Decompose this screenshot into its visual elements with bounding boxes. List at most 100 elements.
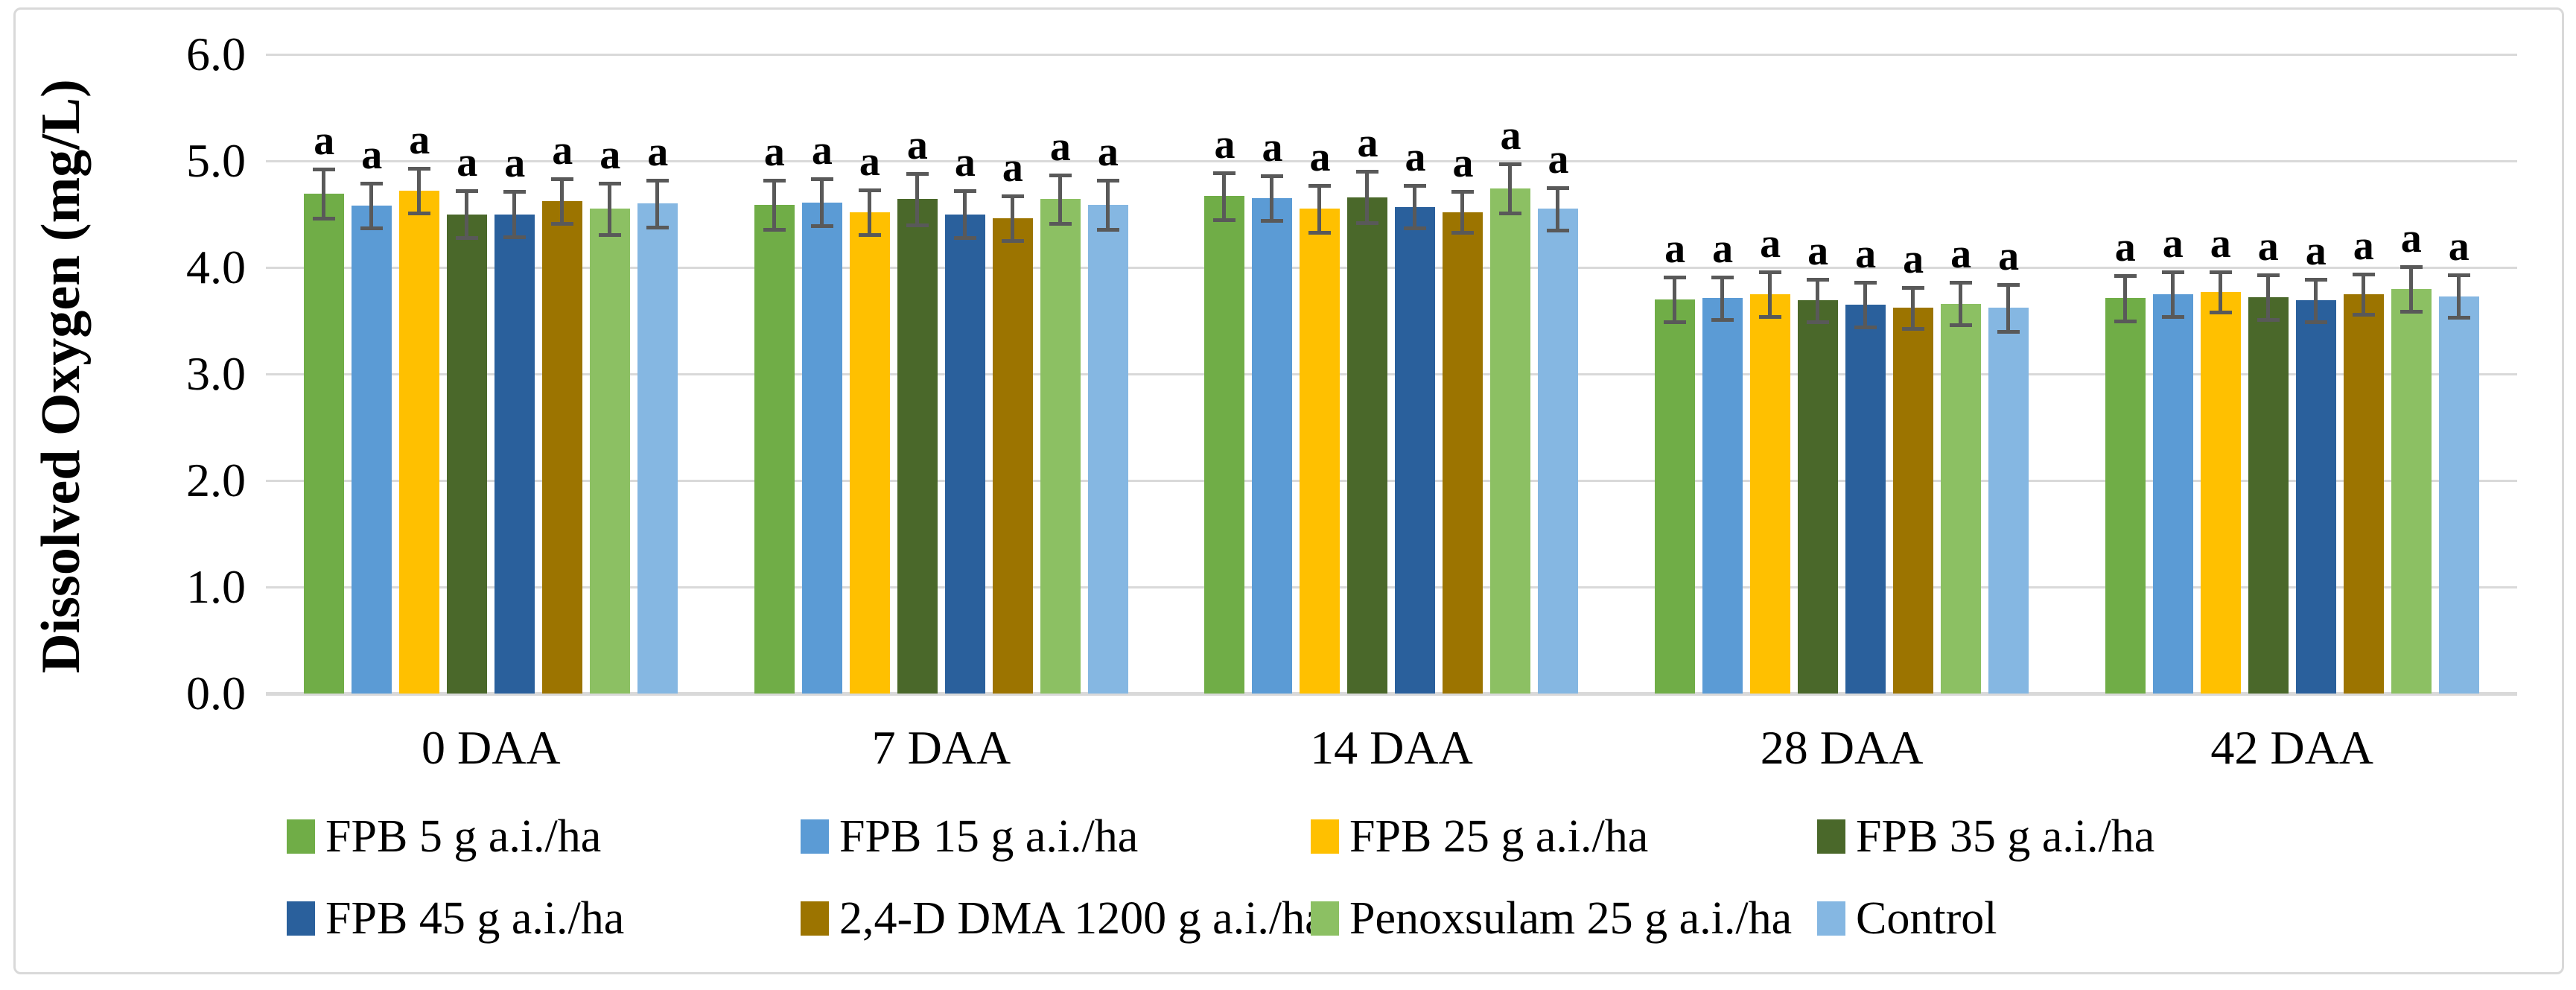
bar: a — [944, 142, 985, 694]
error-bar-top-cap — [1854, 281, 1877, 285]
error-bar-bottom-cap — [1807, 320, 1830, 324]
error-bar-bottom-cap — [1950, 323, 1973, 328]
error-bar-top-cap — [906, 172, 929, 177]
error-bar-line — [1911, 288, 1915, 329]
error-bar-top-cap — [953, 189, 976, 194]
legend-swatch-icon — [287, 819, 315, 854]
x-category-label: 0 DAA — [421, 721, 561, 774]
error-bar-line — [1508, 164, 1513, 214]
error-bar-line — [560, 179, 565, 224]
bar: a — [352, 134, 392, 694]
error-bar-top-cap — [1711, 275, 1734, 279]
significance-letter: a — [1950, 231, 1972, 278]
significance-letter: a — [2448, 223, 2470, 270]
significance-letter: a — [457, 139, 478, 186]
error-bar-bottom-cap — [456, 235, 479, 240]
x-category-label: 7 DAA — [871, 721, 1011, 774]
error-bar-line — [1222, 172, 1227, 220]
significance-letter: a — [2162, 220, 2184, 267]
significance-letter: a — [314, 118, 335, 165]
error-bar-line — [819, 179, 824, 226]
error-bar-top-cap — [1902, 286, 1925, 291]
error-bar-line — [2361, 273, 2365, 314]
y-tick-label: 3.0 — [186, 347, 246, 400]
error-bar-top-cap — [1001, 194, 1024, 199]
bar: a — [399, 119, 440, 694]
error-bar-top-cap — [1807, 277, 1830, 282]
significance-letter: a — [1405, 133, 1426, 180]
error-bar-top-cap — [1308, 183, 1332, 188]
legend-swatch-icon — [801, 819, 829, 854]
error-bar-top-cap — [810, 177, 833, 182]
error-bar-top-cap — [1950, 281, 1973, 285]
error-bar-bottom-cap — [313, 217, 336, 221]
gridline — [266, 480, 2517, 482]
error-bar-top-cap — [1759, 270, 1782, 274]
error-bar-bottom-cap — [1902, 326, 1925, 331]
error-bar-line — [2218, 271, 2222, 313]
bar: a — [1702, 228, 1743, 694]
error-bar-line — [2122, 276, 2127, 321]
significance-letter: a — [1760, 220, 1781, 267]
y-axis-title: Dissolved Oxygen (mg/L) — [31, 79, 92, 673]
error-bar-line — [465, 191, 469, 238]
error-bar-top-cap — [2304, 277, 2327, 282]
error-bar-top-cap — [360, 182, 384, 186]
error-bar-top-cap — [2114, 274, 2137, 279]
error-bar-bottom-cap — [2400, 309, 2423, 314]
legend-item: FPB 5 g a.i./ha — [287, 813, 601, 860]
bar: a — [1490, 115, 1531, 694]
error-bar-bottom-cap — [906, 223, 929, 227]
bar: a — [1204, 124, 1245, 694]
bar: a — [590, 134, 631, 694]
error-bar-top-cap — [1213, 171, 1236, 175]
error-bar-bottom-cap — [551, 222, 574, 226]
error-bar-line — [1556, 187, 1560, 230]
bar: a — [2343, 225, 2384, 694]
error-bar-line — [1673, 276, 1677, 322]
error-bar-bottom-cap — [1404, 226, 1427, 231]
error-bar-line — [1720, 276, 1725, 320]
significance-letter: a — [1309, 133, 1331, 180]
significance-letter: a — [647, 128, 669, 175]
bar: a — [992, 147, 1033, 694]
bar: a — [1893, 238, 1934, 694]
error-bar-line — [655, 180, 660, 227]
error-bar-bottom-cap — [1854, 326, 1877, 330]
legend-label: FPB 5 g a.i./ha — [325, 811, 602, 862]
error-bar-top-cap — [1499, 162, 1522, 167]
error-bar-line — [1317, 185, 1322, 232]
bar: a — [1443, 142, 1483, 694]
error-bar-bottom-cap — [1001, 239, 1024, 244]
significance-letter: a — [906, 122, 928, 169]
error-bar-top-cap — [646, 178, 670, 183]
significance-letter: a — [954, 139, 976, 186]
bar: a — [2295, 230, 2336, 694]
legend-label: Control — [1856, 893, 1997, 944]
error-bar-line — [1863, 282, 1868, 328]
error-bar-bottom-cap — [1499, 212, 1522, 216]
error-bar-line — [915, 174, 919, 225]
error-bar-top-cap — [1997, 282, 2020, 287]
legend-label: Penoxsulam 25 g a.i./ha — [1349, 893, 1793, 944]
bar: a — [1252, 127, 1293, 694]
legend-swatch-icon — [1311, 819, 1339, 854]
gridline — [266, 54, 2517, 56]
error-bar-bottom-cap — [2257, 318, 2280, 323]
significance-letter: a — [859, 138, 880, 185]
error-bar-line — [2408, 266, 2413, 311]
error-bar-line — [1816, 279, 1820, 322]
error-bar-bottom-cap — [2161, 314, 2184, 319]
legend-item: FPB 25 g a.i./ha — [1311, 813, 1648, 860]
legend-swatch-icon — [801, 901, 829, 936]
error-bar-line — [1365, 171, 1370, 223]
y-tick-label: 6.0 — [186, 28, 246, 80]
error-bar-top-cap — [1096, 178, 1119, 183]
bar: a — [897, 124, 938, 694]
error-bar-top-cap — [2400, 264, 2423, 269]
significance-letter: a — [1664, 225, 1686, 272]
gridline — [266, 586, 2517, 588]
bar: a — [2200, 223, 2241, 694]
